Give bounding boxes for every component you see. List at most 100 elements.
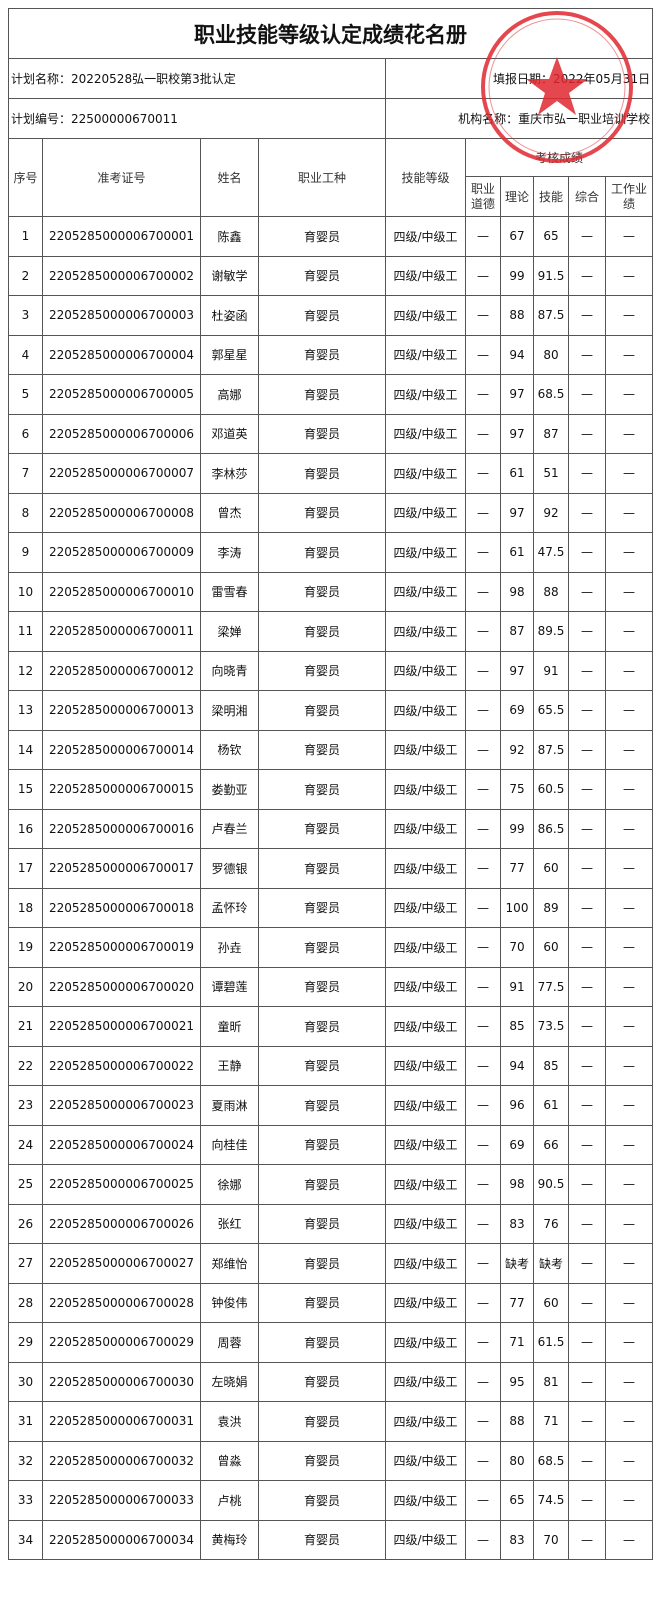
cell-occupation: 育婴员 xyxy=(258,1124,386,1165)
table-row: 23 2205285000006700023 夏雨淋 育婴员 四级/中级工 —96 61— — xyxy=(8,1085,654,1126)
cell-exam-no: 2205285000006700007 xyxy=(42,453,201,494)
cell-overall-score: — xyxy=(568,1282,606,1323)
cell-performance-score: — xyxy=(604,1124,654,1165)
cell-name: 周蓉 xyxy=(200,1322,259,1363)
cell-skill-score: 89.5 xyxy=(533,611,569,652)
header-exam-no: 准考证号 xyxy=(42,138,201,217)
table-row: 22 2205285000006700022 王静 育婴员 四级/中级工 —94 85— — xyxy=(8,1045,654,1086)
cell-skill-score: 71 xyxy=(533,1401,569,1442)
table-row: 16 2205285000006700016 卢春兰 育婴员 四级/中级工 —99 86.5… xyxy=(8,808,654,849)
cell-skill-score: 87.5 xyxy=(533,295,569,336)
cell-level: 四级/中级工 xyxy=(385,808,466,849)
cell-ethics-score: — xyxy=(465,1124,501,1165)
cell-name: 黄梅玲 xyxy=(200,1519,259,1560)
cell-occupation: 育婴员 xyxy=(258,1085,386,1126)
cell-theory-score: 98 xyxy=(500,1164,534,1205)
cell-seq: 1 xyxy=(8,216,43,257)
cell-ethics-score: — xyxy=(465,492,501,533)
cell-occupation: 育婴员 xyxy=(258,1519,386,1560)
cell-performance-score: — xyxy=(604,966,654,1007)
cell-skill-score: 68.5 xyxy=(533,374,569,415)
cell-name: 夏雨淋 xyxy=(200,1085,259,1126)
cell-level: 四级/中级工 xyxy=(385,492,466,533)
cell-level: 四级/中级工 xyxy=(385,1480,466,1521)
cell-level: 四级/中级工 xyxy=(385,1085,466,1126)
header-name: 姓名 xyxy=(200,138,259,217)
cell-name: 郑维怡 xyxy=(200,1243,259,1284)
cell-skill-score: 60 xyxy=(533,927,569,968)
cell-overall-score: — xyxy=(568,808,606,849)
header-seq: 序号 xyxy=(8,138,43,217)
cell-occupation: 育婴员 xyxy=(258,1322,386,1363)
table-row: 2 2205285000006700002 谢敏学 育婴员 四级/中级工 —99 91.5—… xyxy=(8,255,654,296)
cell-name: 卢桃 xyxy=(200,1480,259,1521)
cell-seq: 6 xyxy=(8,413,43,454)
cell-theory-score: 77 xyxy=(500,848,534,889)
cell-ethics-score: — xyxy=(465,1322,501,1363)
cell-occupation: 育婴员 xyxy=(258,729,386,770)
cell-occupation: 育婴员 xyxy=(258,1480,386,1521)
report-date: 填报日期：2022年05月31日 xyxy=(384,58,654,99)
cell-level: 四级/中级工 xyxy=(385,1401,466,1442)
cell-theory-score: 70 xyxy=(500,927,534,968)
cell-exam-no: 2205285000006700027 xyxy=(42,1243,201,1284)
cell-occupation: 育婴员 xyxy=(258,1164,386,1205)
cell-exam-no: 2205285000006700006 xyxy=(42,413,201,454)
cell-occupation: 育婴员 xyxy=(258,650,386,691)
header-theory: 理论 xyxy=(500,176,534,217)
cell-skill-score: 61 xyxy=(533,1085,569,1126)
cell-occupation: 育婴员 xyxy=(258,1401,386,1442)
table-row: 1 2205285000006700001 陈鑫 育婴员 四级/中级工 —67 65— — xyxy=(8,216,654,257)
header-ethics: 职业道德 xyxy=(465,176,501,217)
cell-performance-score: — xyxy=(604,492,654,533)
cell-name: 邓道英 xyxy=(200,413,259,454)
cell-level: 四级/中级工 xyxy=(385,690,466,731)
cell-exam-no: 2205285000006700029 xyxy=(42,1322,201,1363)
document-title: 职业技能等级认定成绩花名册 xyxy=(7,8,654,59)
cell-level: 四级/中级工 xyxy=(385,650,466,691)
cell-occupation: 育婴员 xyxy=(258,532,386,573)
cell-ethics-score: — xyxy=(465,966,501,1007)
cell-name: 曾淼 xyxy=(200,1440,259,1481)
cell-level: 四级/中级工 xyxy=(385,769,466,810)
cell-ethics-score: — xyxy=(465,1361,501,1402)
cell-skill-score: 缺考 xyxy=(533,1243,569,1284)
cell-exam-no: 2205285000006700028 xyxy=(42,1282,201,1323)
cell-theory-score: 61 xyxy=(500,453,534,494)
table-row: 4 2205285000006700004 郭星星 育婴员 四级/中级工 —94 80— — xyxy=(8,334,654,375)
cell-performance-score: — xyxy=(604,374,654,415)
cell-name: 郭星星 xyxy=(200,334,259,375)
cell-name: 谢敏学 xyxy=(200,255,259,296)
cell-seq: 7 xyxy=(8,453,43,494)
cell-performance-score: — xyxy=(604,255,654,296)
cell-exam-no: 2205285000006700010 xyxy=(42,571,201,612)
cell-theory-score: 缺考 xyxy=(500,1243,534,1284)
cell-occupation: 育婴员 xyxy=(258,848,386,889)
cell-exam-no: 2205285000006700003 xyxy=(42,295,201,336)
cell-seq: 24 xyxy=(8,1124,43,1165)
cell-seq: 26 xyxy=(8,1203,43,1244)
cell-performance-score: — xyxy=(604,1006,654,1047)
cell-seq: 11 xyxy=(8,611,43,652)
header-occupation: 职业工种 xyxy=(258,138,386,217)
header-overall: 综合 xyxy=(568,176,606,217)
cell-exam-no: 2205285000006700019 xyxy=(42,927,201,968)
cell-overall-score: — xyxy=(568,1243,606,1284)
cell-level: 四级/中级工 xyxy=(385,966,466,1007)
cell-exam-no: 2205285000006700005 xyxy=(42,374,201,415)
cell-name: 袁洪 xyxy=(200,1401,259,1442)
cell-occupation: 育婴员 xyxy=(258,492,386,533)
cell-skill-score: 70 xyxy=(533,1519,569,1560)
cell-overall-score: — xyxy=(568,690,606,731)
cell-occupation: 育婴员 xyxy=(258,1243,386,1284)
cell-overall-score: — xyxy=(568,571,606,612)
cell-occupation: 育婴员 xyxy=(258,808,386,849)
cell-seq: 9 xyxy=(8,532,43,573)
cell-ethics-score: — xyxy=(465,650,501,691)
cell-exam-no: 2205285000006700011 xyxy=(42,611,201,652)
cell-theory-score: 98 xyxy=(500,571,534,612)
cell-skill-score: 81 xyxy=(533,1361,569,1402)
cell-occupation: 育婴员 xyxy=(258,966,386,1007)
table-row: 10 2205285000006700010 雷雪春 育婴员 四级/中级工 —98 88— — xyxy=(8,571,654,612)
table-row: 6 2205285000006700006 邓道英 育婴员 四级/中级工 —97 87— — xyxy=(8,413,654,454)
